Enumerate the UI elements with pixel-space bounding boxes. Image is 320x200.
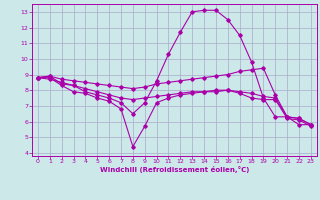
X-axis label: Windchill (Refroidissement éolien,°C): Windchill (Refroidissement éolien,°C)	[100, 166, 249, 173]
